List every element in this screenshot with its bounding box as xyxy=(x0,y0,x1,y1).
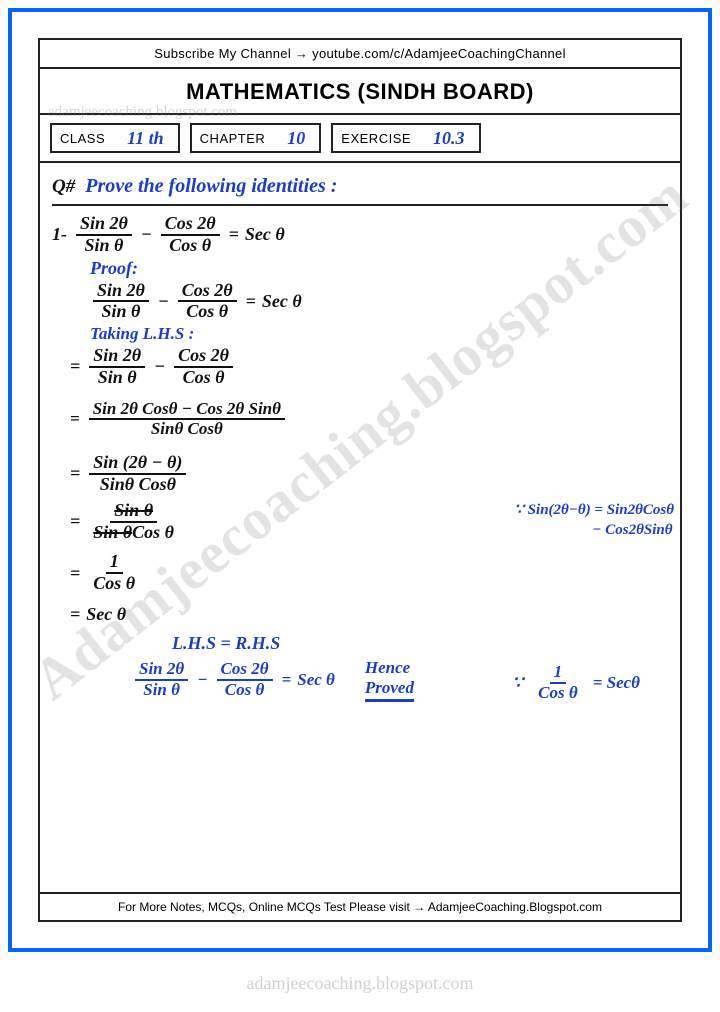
minus-sign: − xyxy=(158,291,169,312)
frac-den: Sinθ Cosθ xyxy=(96,475,180,495)
equals-sign: = xyxy=(70,463,80,484)
frac-den: Cos θ xyxy=(182,302,232,322)
outer-frame: Subscribe My Channel → youtube.com/c/Ada… xyxy=(8,8,712,952)
q-prefix: Q# xyxy=(52,176,75,197)
watermark-top: adamjeecoaching.blogspot.com xyxy=(48,104,237,121)
class-box: CLASS 11 th xyxy=(50,123,180,153)
frac-num: Cos 2θ xyxy=(161,214,220,236)
lhs-eq-rhs: L.H.S = R.H.S xyxy=(172,633,668,654)
question-heading: Q# Prove the following identities : xyxy=(52,171,668,206)
frac-den: Sin θ xyxy=(139,681,184,700)
class-label: CLASS xyxy=(52,131,113,146)
frac-num: Sin (2θ − θ) xyxy=(89,453,186,475)
frac-den: Cos θ xyxy=(221,681,269,700)
equals-sec: = Secθ xyxy=(593,673,640,693)
minus-sign: − xyxy=(197,670,207,690)
content-area: Adamjeecoaching.blogspot.com Q# Prove th… xyxy=(40,163,680,712)
chapter-value: 10 xyxy=(273,128,319,149)
sec-theta: Sec θ xyxy=(262,291,302,312)
minus-sign: − xyxy=(154,356,165,377)
frac-den: Cos θ xyxy=(179,368,229,388)
strike-sin: Sin θ xyxy=(114,500,153,520)
frac-den: Sinθ Cosθ xyxy=(147,420,227,439)
chapter-box: CHAPTER 10 xyxy=(190,123,322,153)
frac-num: Sin 2θ xyxy=(76,214,132,236)
cos-theta: Cos θ xyxy=(132,522,174,542)
exercise-label: EXERCISE xyxy=(333,131,419,146)
exercise-value: 10.3 xyxy=(419,128,479,149)
class-value: 11 th xyxy=(113,128,178,149)
footer-line: For More Notes, MCQs, Online MCQs Test P… xyxy=(40,892,680,920)
frac-num: Sin 2θ xyxy=(89,346,145,368)
problem-statement: 1- Sin 2θSin θ − Cos 2θCos θ = Sec θ xyxy=(52,214,668,256)
equals-sign: = xyxy=(70,563,80,584)
frac-num: Cos 2θ xyxy=(174,346,233,368)
hence-text: Hence xyxy=(365,658,410,678)
restate-line: Sin 2θSin θ − Cos 2θCos θ = Sec θ xyxy=(90,281,668,323)
equals-sign: = xyxy=(70,511,80,532)
side-note-identity: ∵ Sin(2θ−θ) = Sin2θCosθ − Cos2θSinθ xyxy=(514,501,674,540)
step-combined: = Sin 2θ Cosθ − Cos 2θ SinθSinθ Cosθ xyxy=(64,400,668,439)
frac-den: Cos θ xyxy=(89,574,139,594)
item-number: 1- xyxy=(52,224,67,245)
frac-den: Sin θ xyxy=(94,368,141,388)
equals-sign: = xyxy=(70,356,80,377)
sec-theta: Sec θ xyxy=(297,670,335,690)
frac-num: 1 xyxy=(550,663,567,684)
step-onecost: = 1Cos θ xyxy=(64,552,668,594)
minus-sign: − xyxy=(141,224,152,245)
step-sindiff: = Sin (2θ − θ)Sinθ Cosθ xyxy=(64,453,668,495)
hence-proved: Hence Proved xyxy=(365,658,414,702)
frac-num: Sin 2θ Cosθ − Cos 2θ Sinθ xyxy=(89,400,285,421)
frac-den: Sin θ xyxy=(98,302,145,322)
step-sec: = Sec θ xyxy=(64,604,668,625)
frac-num: Cos 2θ xyxy=(178,281,237,303)
side-note-sec: ∵ 1Cos θ = Secθ xyxy=(512,663,640,702)
frac-den: Cos θ xyxy=(534,684,582,703)
frac-num: 1 xyxy=(106,552,123,574)
watermark-bottom: adamjeecoaching.blogspot.com xyxy=(0,973,720,994)
frac-num: Sin 2θ xyxy=(93,281,149,303)
frac-den: Sin θ xyxy=(81,236,128,256)
equals-sign: = xyxy=(70,604,80,625)
because-symbol: ∵ xyxy=(512,673,523,693)
frac-num: Sin 2θ xyxy=(135,660,188,681)
proved-text: Proved xyxy=(365,678,414,702)
meta-row: CLASS 11 th CHAPTER 10 EXERCISE 10.3 xyxy=(40,115,680,163)
equals-sign: = xyxy=(229,224,239,245)
subscribe-line: Subscribe My Channel → youtube.com/c/Ada… xyxy=(40,40,680,69)
note-line-1: ∵ Sin(2θ−θ) = Sin2θCosθ xyxy=(514,501,674,521)
exercise-box: EXERCISE 10.3 xyxy=(331,123,480,153)
equals-sign: = xyxy=(246,291,256,312)
equals-sign: = xyxy=(70,409,80,429)
equals-sign: = xyxy=(282,670,292,690)
frac-num: Cos 2θ xyxy=(217,660,273,681)
q-text: Prove the following identities : xyxy=(85,175,337,197)
proof-label: Proof: xyxy=(90,258,668,279)
sec-theta: Sec θ xyxy=(86,604,126,625)
step-lhs: = Sin 2θSin θ − Cos 2θCos θ xyxy=(64,346,668,388)
chapter-label: CHAPTER xyxy=(192,131,274,146)
note-line-2: − Cos2θSinθ xyxy=(514,521,674,541)
taking-lhs: Taking L.H.S : xyxy=(90,324,668,344)
frac-den: Cos θ xyxy=(165,236,215,256)
strike-sin: Sin θ xyxy=(93,522,132,542)
inner-frame: Subscribe My Channel → youtube.com/c/Ada… xyxy=(38,38,682,922)
sec-theta: Sec θ xyxy=(245,224,285,245)
